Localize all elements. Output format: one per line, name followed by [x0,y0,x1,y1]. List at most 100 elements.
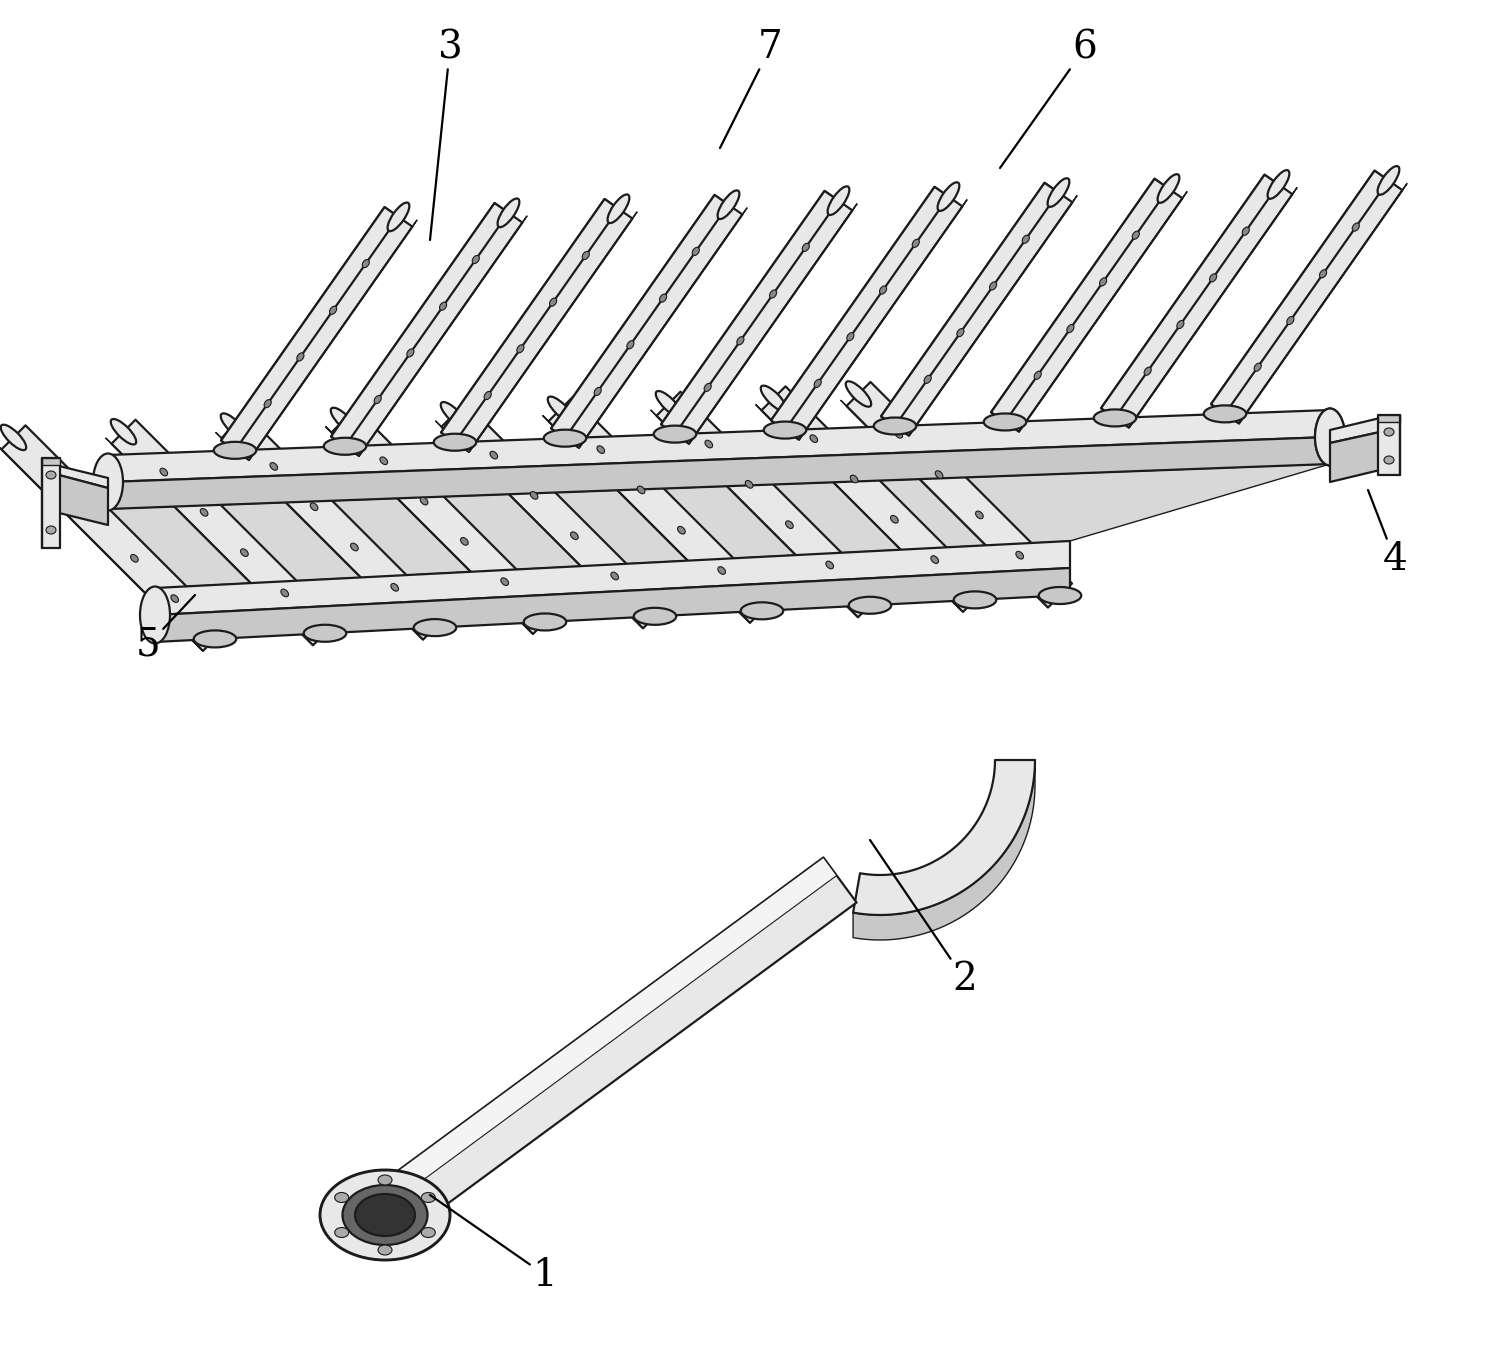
Ellipse shape [51,473,58,482]
Ellipse shape [594,387,602,395]
Ellipse shape [570,532,578,540]
Ellipse shape [331,407,356,433]
Polygon shape [106,438,313,645]
Ellipse shape [1015,552,1023,558]
Ellipse shape [786,521,794,529]
Polygon shape [551,196,743,448]
Ellipse shape [549,298,557,306]
Ellipse shape [335,1228,348,1237]
Ellipse shape [828,186,849,214]
Polygon shape [359,216,527,456]
Ellipse shape [655,391,680,417]
Ellipse shape [1099,278,1106,286]
Polygon shape [689,204,858,444]
Ellipse shape [241,549,249,557]
Ellipse shape [140,587,170,643]
Polygon shape [332,409,557,634]
Ellipse shape [740,602,783,619]
Ellipse shape [746,480,753,488]
Ellipse shape [1157,174,1179,202]
Ellipse shape [296,353,304,362]
Ellipse shape [524,614,566,630]
Polygon shape [441,200,618,442]
Polygon shape [441,403,667,629]
Polygon shape [1100,175,1292,428]
Ellipse shape [1352,223,1359,231]
Ellipse shape [214,442,256,459]
Ellipse shape [826,561,834,569]
Polygon shape [109,464,1330,588]
Ellipse shape [1023,235,1029,243]
Ellipse shape [374,395,381,403]
Polygon shape [1330,432,1380,482]
Polygon shape [1211,171,1388,414]
Ellipse shape [704,440,713,448]
Ellipse shape [497,198,520,227]
Ellipse shape [484,391,491,399]
Polygon shape [661,192,852,444]
Ellipse shape [92,453,124,510]
Text: 5: 5 [135,595,195,664]
Ellipse shape [0,425,27,451]
Ellipse shape [803,243,810,251]
Ellipse shape [677,526,685,534]
Polygon shape [436,421,643,629]
Ellipse shape [810,434,817,442]
Ellipse shape [350,544,359,550]
Polygon shape [1377,415,1400,475]
Polygon shape [469,212,637,452]
Ellipse shape [1242,227,1249,235]
Polygon shape [841,401,1048,607]
Polygon shape [1100,175,1279,418]
Polygon shape [220,208,412,460]
Ellipse shape [220,413,246,438]
Text: 3: 3 [430,30,463,240]
Ellipse shape [421,1193,435,1202]
Ellipse shape [637,486,645,494]
Polygon shape [846,382,1072,607]
Polygon shape [222,414,447,639]
Ellipse shape [627,341,634,349]
Ellipse shape [1066,325,1074,333]
Ellipse shape [1132,231,1139,239]
Polygon shape [55,473,109,525]
Ellipse shape [439,302,447,310]
Ellipse shape [304,625,347,642]
Ellipse shape [91,514,98,522]
Ellipse shape [704,383,712,391]
Polygon shape [881,183,1072,436]
Polygon shape [441,200,633,452]
Ellipse shape [1286,317,1294,325]
Ellipse shape [1319,270,1327,278]
Ellipse shape [543,430,587,447]
Ellipse shape [938,182,959,210]
Ellipse shape [608,194,630,223]
Polygon shape [331,204,523,456]
Polygon shape [756,405,963,612]
Ellipse shape [281,590,289,596]
Ellipse shape [46,526,57,534]
Ellipse shape [490,452,497,459]
Polygon shape [853,759,1035,915]
Polygon shape [881,183,1059,426]
Ellipse shape [380,457,387,464]
Polygon shape [657,391,881,618]
Polygon shape [109,410,1330,482]
Ellipse shape [194,630,237,648]
Polygon shape [992,179,1182,432]
Ellipse shape [582,251,590,259]
Polygon shape [331,204,508,447]
Ellipse shape [354,1194,415,1236]
Ellipse shape [264,399,271,407]
Polygon shape [42,459,60,465]
Ellipse shape [378,1245,392,1255]
Ellipse shape [895,430,902,438]
Ellipse shape [320,1170,450,1260]
Ellipse shape [850,475,858,483]
Polygon shape [1377,415,1400,422]
Ellipse shape [420,498,427,505]
Ellipse shape [159,468,168,476]
Polygon shape [548,397,774,623]
Ellipse shape [610,572,618,580]
Ellipse shape [441,402,466,428]
